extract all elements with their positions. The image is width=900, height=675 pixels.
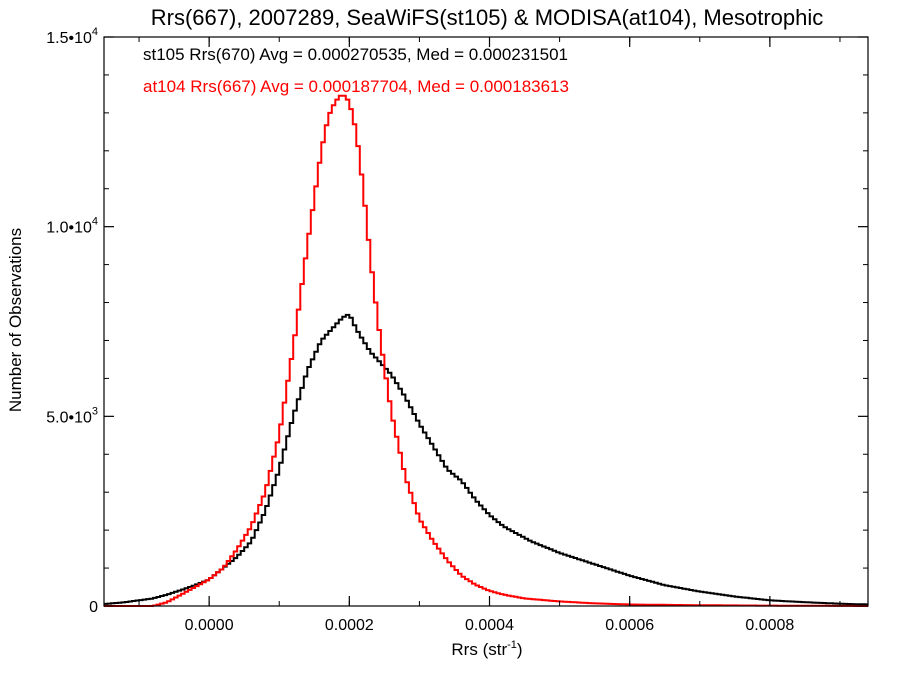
y-axis-label: Number of Observations bbox=[6, 228, 25, 412]
chart-title: Rrs(667), 2007289, SeaWiFS(st105) & MODI… bbox=[151, 5, 824, 30]
x-tick-label: 0.0002 bbox=[325, 617, 374, 634]
x-axis-label: Rrs (str-1) bbox=[451, 639, 522, 659]
plot-frame bbox=[103, 36, 869, 607]
x-tick-label: 0.0000 bbox=[185, 617, 234, 634]
series-line-0 bbox=[104, 313, 868, 606]
ticks-layer: 0.0000 0.0002 0.0004 0.0006 0.0008 0 5.0•103 1.… bbox=[46, 26, 868, 634]
y-tick-label: 1.0•104 bbox=[46, 216, 98, 237]
annotation-st105: st105 Rrs(670) Avg = 0.000270535, Med = … bbox=[143, 45, 568, 64]
series-layer bbox=[104, 94, 868, 607]
x-tick-label: 0.0006 bbox=[605, 617, 654, 634]
annotation-at104: at104 Rrs(667) Avg = 0.000187704, Med = … bbox=[143, 77, 569, 96]
series-line-1 bbox=[104, 94, 868, 607]
y-tick-label: 1.5•104 bbox=[46, 26, 98, 47]
x-tick-label: 0.0008 bbox=[745, 617, 794, 634]
y-tick-label: 5.0•103 bbox=[46, 405, 98, 426]
y-tick-label: 0 bbox=[89, 599, 98, 616]
x-tick-label: 0.0004 bbox=[465, 617, 514, 634]
